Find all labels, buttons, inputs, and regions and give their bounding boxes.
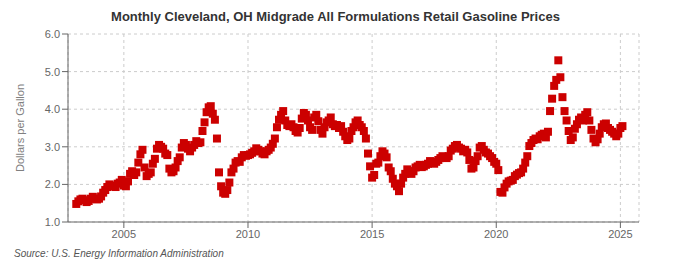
svg-text:2025: 2025 [608,228,632,240]
svg-text:6.0: 6.0 [45,28,60,40]
svg-text:3.0: 3.0 [45,141,60,153]
svg-text:Dollars per Gallon: Dollars per Gallon [14,84,26,172]
svg-text:2015: 2015 [360,228,384,240]
html-text:Source: U.S. Energy Informatio: Source: U.S. Energy Information Administ… [14,248,224,259]
svg-text:2020: 2020 [484,228,508,240]
svg-text:2005: 2005 [112,228,136,240]
html-text:Monthly Cleveland, OH Midgrade: Monthly Cleveland, OH Midgrade All Formu… [111,9,560,24]
svg-text:2.0: 2.0 [45,178,60,190]
svg-text:2010: 2010 [236,228,260,240]
svg-text:1.0: 1.0 [45,216,60,228]
svg-text:4.0: 4.0 [45,103,60,115]
svg-text:5.0: 5.0 [45,66,60,78]
